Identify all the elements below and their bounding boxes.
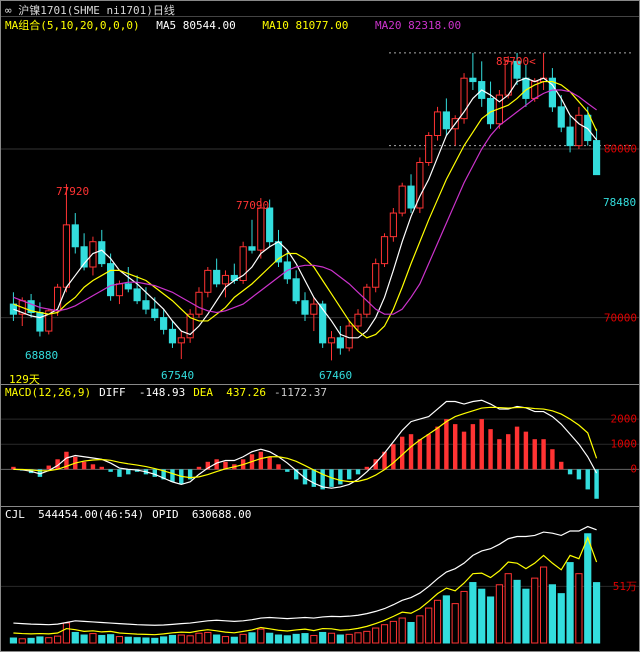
volume-label: CJL 544454.00(46:54)OPID 630688.00 — [5, 508, 259, 521]
price-chart-panel[interactable]: 7000080000779207709085700<68880675406746… — [1, 31, 639, 385]
price-annotation: 85700< — [496, 55, 536, 68]
volume-panel[interactable]: CJL 544454.00(46:54)OPID 630688.0051万 — [1, 507, 639, 647]
price-annotation: 77920 — [56, 185, 89, 198]
price-annotation: 129天 — [9, 371, 40, 387]
price-annotation: 78480 — [603, 196, 636, 209]
ma-header: MA组合(5,10,20,0,0,0) MA5 80544.00 MA10 81… — [1, 17, 639, 31]
price-annotation: 67540 — [161, 369, 194, 382]
macd-label: MACD(12,26,9)DIFF -148.93DEA 437.26-1172… — [5, 386, 335, 399]
title-bar: ∞ 沪镍1701(SHME ni1701)日线 — [1, 1, 639, 17]
price-annotation: 68880 — [25, 349, 58, 362]
price-annotation: 67460 — [319, 369, 352, 382]
price-annotation: 77090 — [236, 199, 269, 212]
macd-panel[interactable]: MACD(12,26,9)DIFF -148.93DEA 437.26-1172… — [1, 385, 639, 507]
